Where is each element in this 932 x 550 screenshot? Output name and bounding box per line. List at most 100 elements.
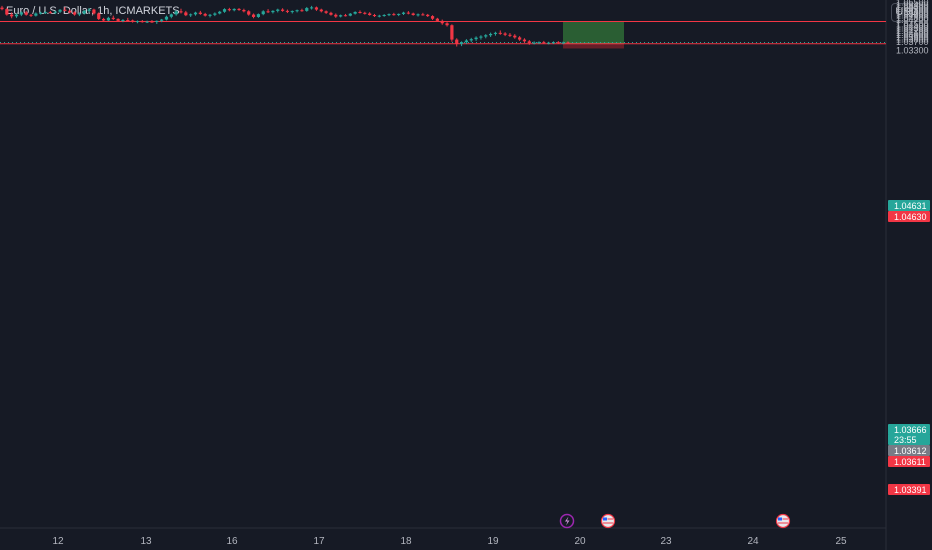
candle-body (222, 9, 227, 12)
candle-body (5, 9, 9, 15)
price-label-badge (888, 445, 930, 456)
price-label-badge (888, 434, 930, 445)
candle-body (276, 9, 280, 11)
candle-body (82, 10, 86, 14)
candle-body (518, 37, 522, 40)
candle-body (68, 10, 72, 13)
candle-body (363, 12, 367, 14)
candle-body (256, 14, 260, 17)
price-label-text: 1.03391 (894, 485, 927, 495)
candle-body (97, 13, 101, 19)
candle-body (72, 12, 77, 15)
open-profit-zone[interactable] (563, 42, 624, 44)
lightning-event-icon[interactable] (559, 513, 575, 529)
time-tick-label: 18 (400, 536, 412, 547)
candle-body (290, 11, 294, 13)
candle-body (285, 10, 290, 12)
candle-body (547, 42, 551, 44)
price-label-text: 1.03611 (894, 457, 926, 467)
candle-body (368, 13, 372, 16)
candle-body (24, 12, 28, 15)
candle-body (179, 11, 183, 13)
time-tick-label: 20 (574, 536, 586, 547)
time-tick-label: 19 (487, 536, 499, 547)
candle-body (0, 7, 4, 10)
candle-body (29, 14, 33, 16)
time-tick-label: 23 (660, 536, 672, 547)
candle-body (169, 14, 173, 17)
candle-body (116, 18, 120, 21)
candle-body (101, 18, 106, 21)
candle-body (280, 9, 285, 11)
time-axis[interactable]: 12 13 16 17 18 19 20 23 24 25 (52, 536, 847, 547)
price-label-badge (888, 484, 930, 495)
candle-body (435, 18, 439, 21)
candle-body (208, 14, 212, 16)
candle-body (484, 35, 488, 37)
candle-body (14, 14, 19, 17)
price-axis[interactable]: 1.055001.054001.053001.052001.051001.050… (896, 0, 929, 55)
candle-body (353, 11, 357, 14)
us-flag-icon[interactable] (600, 513, 616, 529)
candle-body (111, 17, 115, 19)
candle-body (310, 7, 314, 9)
price-tick-label: 1.05200 (896, 4, 929, 14)
price-label-badge (888, 424, 930, 435)
candle-body (58, 9, 62, 12)
candle-body (343, 15, 348, 17)
time-tick-label: 25 (835, 536, 847, 547)
currency-button[interactable]: USD (891, 3, 923, 22)
candle-body (164, 16, 169, 20)
candle-body (131, 20, 135, 22)
candle-body (43, 12, 48, 14)
candle-body (135, 21, 140, 23)
price-tick-label: 1.05500 (896, 0, 929, 8)
candle-body (121, 20, 125, 22)
candle-body (106, 17, 111, 21)
candle-body (503, 33, 507, 35)
price-label-badge (888, 456, 930, 467)
time-tick-label: 16 (226, 536, 238, 547)
candle-body (339, 15, 343, 17)
candle-body (450, 25, 454, 40)
candle-body (218, 11, 222, 14)
price-tick-label: 1.04800 (896, 13, 929, 23)
candle-body (242, 10, 246, 12)
candle-body (247, 11, 251, 15)
candle-body (193, 12, 198, 15)
price-label-text: 1.04631 (894, 201, 927, 211)
price-tick-label: 1.04900 (896, 11, 929, 21)
us-flag-icon[interactable] (775, 513, 791, 529)
candle-body (542, 42, 546, 44)
candle-body (469, 39, 473, 41)
candle-body (140, 21, 144, 23)
price-label-text: 1.04630 (894, 212, 927, 222)
candle-body (493, 32, 498, 34)
candle-body (406, 12, 410, 14)
price-tick-label: 1.03900 (896, 32, 929, 42)
candle-body (213, 13, 217, 15)
candle-body (527, 41, 531, 44)
candle-body (39, 12, 43, 14)
price-tick-label: 1.03800 (896, 35, 929, 45)
candle-body (421, 14, 425, 16)
horizontal-levels[interactable] (0, 21, 886, 45)
candle-body (189, 14, 193, 16)
candle-body (203, 13, 207, 16)
price-tick-label: 1.05000 (896, 8, 929, 18)
price-tick-label: 1.03300 (896, 45, 929, 55)
candle-body (522, 39, 527, 42)
candle-body (440, 20, 444, 24)
loss-zone[interactable] (563, 43, 624, 49)
price-label-text: 1.03666 (894, 425, 927, 435)
candle-body (532, 42, 536, 44)
long-position-tool[interactable] (563, 21, 624, 49)
candle-body (474, 37, 478, 40)
candle-body (145, 21, 149, 23)
candle-body (411, 13, 415, 16)
candle-body (551, 42, 556, 44)
profit-zone[interactable] (563, 21, 624, 43)
candle-body (237, 8, 241, 11)
